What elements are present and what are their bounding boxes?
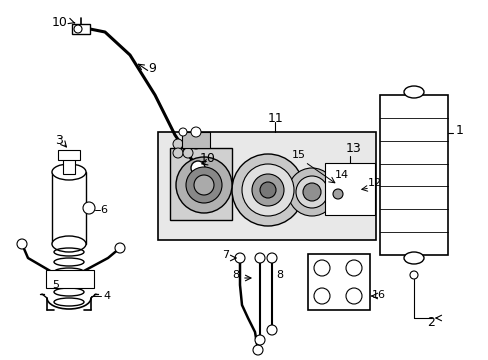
Circle shape — [254, 335, 264, 345]
Circle shape — [183, 134, 193, 144]
Text: 6: 6 — [100, 205, 107, 215]
Circle shape — [176, 157, 231, 213]
Bar — [63, 156, 75, 174]
Bar — [46, 270, 94, 288]
Bar — [182, 132, 209, 148]
Text: 3: 3 — [55, 134, 63, 147]
Circle shape — [235, 253, 244, 263]
Bar — [58, 150, 80, 160]
Circle shape — [346, 185, 368, 207]
Circle shape — [328, 185, 346, 203]
Circle shape — [313, 260, 329, 276]
Text: 11: 11 — [267, 112, 283, 125]
Bar — [52, 172, 86, 244]
Circle shape — [173, 148, 183, 158]
Circle shape — [303, 183, 320, 201]
Circle shape — [179, 128, 186, 136]
Circle shape — [83, 202, 95, 214]
Circle shape — [173, 139, 183, 149]
Circle shape — [251, 174, 284, 206]
Ellipse shape — [52, 236, 86, 252]
Circle shape — [115, 243, 125, 253]
Circle shape — [346, 260, 361, 276]
Circle shape — [260, 182, 275, 198]
Bar — [307, 254, 369, 310]
Circle shape — [252, 345, 263, 355]
Circle shape — [266, 253, 276, 263]
Circle shape — [191, 139, 201, 149]
Text: 8: 8 — [231, 270, 239, 280]
Text: 14: 14 — [334, 170, 348, 180]
Circle shape — [231, 154, 304, 226]
Text: 7: 7 — [222, 250, 229, 260]
Bar — [379, 95, 447, 255]
Ellipse shape — [52, 164, 86, 180]
Circle shape — [183, 148, 193, 158]
Text: 5: 5 — [52, 280, 59, 290]
Text: 12: 12 — [367, 178, 381, 188]
Circle shape — [332, 189, 342, 199]
Ellipse shape — [403, 86, 423, 98]
Text: 10: 10 — [52, 15, 68, 28]
Circle shape — [194, 175, 214, 195]
Circle shape — [242, 164, 293, 216]
Text: 2: 2 — [426, 315, 434, 328]
Circle shape — [254, 253, 264, 263]
Text: 4: 4 — [103, 291, 110, 301]
Circle shape — [74, 25, 82, 33]
Circle shape — [324, 180, 351, 208]
Circle shape — [266, 325, 276, 335]
Text: 8: 8 — [275, 270, 283, 280]
Circle shape — [295, 176, 327, 208]
Circle shape — [350, 189, 364, 203]
Text: 1: 1 — [455, 123, 463, 136]
Bar — [325, 163, 374, 215]
Ellipse shape — [403, 252, 423, 264]
Circle shape — [185, 167, 222, 203]
Circle shape — [313, 288, 329, 304]
Bar — [72, 24, 90, 34]
Circle shape — [409, 271, 417, 279]
Bar — [170, 148, 231, 220]
Circle shape — [17, 239, 27, 249]
Circle shape — [191, 127, 201, 137]
Text: 10: 10 — [200, 152, 215, 165]
Text: 9: 9 — [148, 62, 156, 75]
Circle shape — [346, 288, 361, 304]
Text: 15: 15 — [291, 150, 305, 160]
Text: 16: 16 — [371, 290, 385, 300]
Text: 13: 13 — [346, 141, 361, 154]
Bar — [158, 132, 375, 240]
Circle shape — [191, 161, 204, 175]
Circle shape — [287, 168, 335, 216]
